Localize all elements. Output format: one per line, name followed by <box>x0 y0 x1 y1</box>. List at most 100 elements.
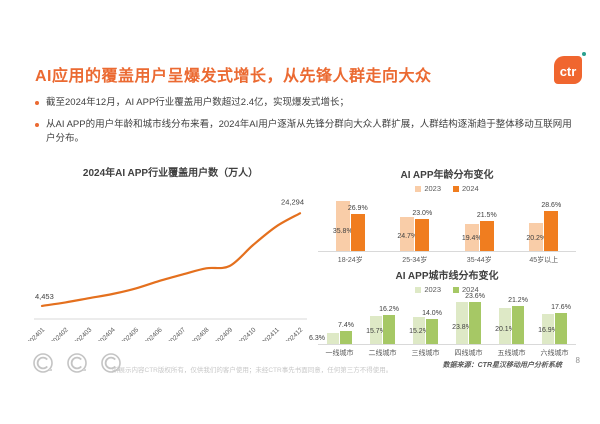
bar-2023-一线城市: 6.3% <box>309 332 339 344</box>
bar-value-label: 21.2% <box>508 297 528 305</box>
x-axis-tick-label: 202401 <box>28 326 47 341</box>
bar-2024-一线城市: 7.4% <box>338 322 354 344</box>
category-label: 18-24岁 <box>337 257 363 264</box>
x-axis-tick-label: 202410 <box>237 326 258 341</box>
ctr-stamp-icons <box>32 352 122 379</box>
covered-users-line-chart-section: 2024年AI APP行业覆盖用户数（万人） 4,453 24,294 202401… <box>28 164 313 341</box>
legend-label: 2023 <box>424 184 441 193</box>
legend-label: 2024 <box>462 184 479 193</box>
bullet-item: 从AI APP的用户年龄和城市线分布来看，2024年AI用户逐渐从先锋分群向大众… <box>35 118 575 147</box>
x-axis-tick-label: 202408 <box>190 326 211 341</box>
bullet-text: 截至2024年12月，AI APP行业覆盖用户数超过2.4亿，实现爆发式增长； <box>46 97 350 108</box>
copyright-disclaimer: 所展示内容CTR版权所有，仅供我们的客户使用；未经CTR事先书面同意，任何第三方… <box>112 367 393 374</box>
bullet-dot-icon <box>35 101 39 105</box>
bar-value-label: 14.0% <box>422 310 442 318</box>
age-chart-legend: 2023 2024 <box>318 184 576 193</box>
x-axis-tick-label: 202403 <box>73 326 94 341</box>
bar-2024-三线城市: 14.0% <box>422 310 442 344</box>
category-label: 二线城市 <box>368 350 397 357</box>
bar-2024-35-44岁: 21.5% <box>477 212 497 251</box>
category-label: 一线城市 <box>325 350 354 357</box>
bar-group: 16.9% 17.6% <box>538 304 571 344</box>
legend-label: 2023 <box>424 285 441 294</box>
category-label: 三线城市 <box>411 350 440 357</box>
legend-swatch-icon <box>453 286 459 293</box>
bar-value-label: 35.8% <box>332 228 353 236</box>
city-chart-legend: 2023 2024 <box>318 285 576 294</box>
line-first-value-label: 4,453 <box>35 292 54 301</box>
legend-swatch-icon <box>415 185 422 192</box>
bar-value-label: 20.2% <box>526 235 547 242</box>
bar-2023-六线城市: 16.9% <box>538 313 558 344</box>
x-axis-tick-label: 202412 <box>284 326 305 341</box>
bar-value-label: 6.3% <box>309 334 325 342</box>
legend-item-2024: 2024 <box>453 285 479 294</box>
city-chart-category-labels: 一线城市 二线城市 三线城市 四线城市 五线城市 六线城市 <box>318 348 576 358</box>
category-label: 四线城市 <box>454 350 483 357</box>
bar-2024-六线城市: 17.6% <box>551 304 571 344</box>
bar-value-label: 26.9% <box>347 204 368 212</box>
bar-2023-三线城市: 15.2% <box>409 317 429 344</box>
bar-group: 20.2% 28.6% <box>526 202 561 251</box>
bar-group: 15.2% 14.0% <box>409 310 442 344</box>
city-chart-title: AI APP城市线分布变化 <box>395 271 499 282</box>
category-label: 五线城市 <box>497 350 526 357</box>
bar-2024-二线城市: 16.2% <box>379 306 399 344</box>
category-label: 35-44岁 <box>466 257 492 264</box>
category-label: 六线城市 <box>540 350 569 357</box>
legend-label: 2024 <box>462 285 479 294</box>
bar-value-label: 15.2% <box>409 328 429 336</box>
bar-group: 15.7% 16.2% <box>366 306 399 344</box>
ctr-stamp-icon <box>32 352 54 379</box>
bar-value-label: 16.2% <box>379 306 399 314</box>
line-chart-title: 2024年AI APP行业覆盖用户数（万人） <box>82 168 259 179</box>
bar-2023-35-44岁: 19.4% <box>461 224 482 251</box>
x-axis-tick-label: 202411 <box>261 326 281 341</box>
bar-value-label: 15.7% <box>366 328 386 336</box>
bar-value-label: 21.5% <box>476 212 497 220</box>
city-tier-distribution-chart-section: AI APP城市线分布变化 2023 2024 6.3% 7.4% 15.7% 16.2… <box>309 267 576 358</box>
bar-value-label: 24.7% <box>397 233 418 240</box>
x-axis-tick-label: 202404 <box>96 326 117 341</box>
bar-value-label: 7.4% <box>338 321 354 329</box>
age-chart-category-labels: 18-24岁 25-34岁 35-44岁 45岁以上 <box>318 255 576 265</box>
bar-2023-25-34岁: 24.7% <box>397 216 418 251</box>
bar-2023-四线城市: 23.8% <box>452 301 472 344</box>
bullet-item: 截至2024年12月，AI APP行业覆盖用户数超过2.4亿，实现爆发式增长； <box>35 96 575 111</box>
ctr-logo-box: ctr <box>554 56 582 84</box>
city-chart-plot: 6.3% 7.4% 15.7% 16.2% 15.2% 14.0% 23.8% 23.6% 20… <box>309 293 576 345</box>
bar-value-label: 17.6% <box>551 303 571 311</box>
x-axis-tick-label: 202405 <box>120 326 141 341</box>
line-last-value-label: 24,294 <box>281 197 304 206</box>
bar-group: 20.1% 21.2% <box>495 297 528 344</box>
ctr-logo: ctr <box>554 52 586 84</box>
bar-group: 19.4% 21.5% <box>461 212 497 251</box>
bar-2023-五线城市: 20.1% <box>495 308 515 344</box>
ctr-logo-dot <box>582 52 586 56</box>
bar-group: 6.3% 7.4% <box>309 322 354 344</box>
x-axis-tick-label: 202406 <box>143 326 164 341</box>
bar-value-label: 28.6% <box>541 202 562 210</box>
bar-value-label: 19.4% <box>461 235 482 243</box>
legend-item-2024: 2024 <box>453 184 479 193</box>
bar-2024-五线城市: 21.2% <box>508 297 528 344</box>
bar-value-label: 23.8% <box>452 323 472 331</box>
bar-2023-45岁以上: 20.2% <box>526 223 547 251</box>
bar-value-label: 23.6% <box>465 293 485 300</box>
category-label: 25-34岁 <box>402 257 428 264</box>
legend-swatch-icon <box>453 185 459 192</box>
x-axis-tick-label: 202409 <box>214 326 235 341</box>
ctr-stamp-icon <box>66 352 88 379</box>
bar-value-label: 16.9% <box>538 327 558 335</box>
x-axis-tick-label: 202402 <box>50 326 71 341</box>
category-label: 45岁以上 <box>529 257 559 264</box>
page-number: 8 <box>575 356 580 365</box>
bullet-dot-icon <box>35 122 39 127</box>
bar-2024-18-24岁: 26.9% <box>348 205 368 251</box>
age-chart-title: AI APP年龄分布变化 <box>400 170 494 181</box>
x-axis-tick-label: 202407 <box>167 326 188 341</box>
bar-2024-25-34岁: 23.0% <box>412 210 432 251</box>
bar-2023-二线城市: 15.7% <box>366 316 386 344</box>
